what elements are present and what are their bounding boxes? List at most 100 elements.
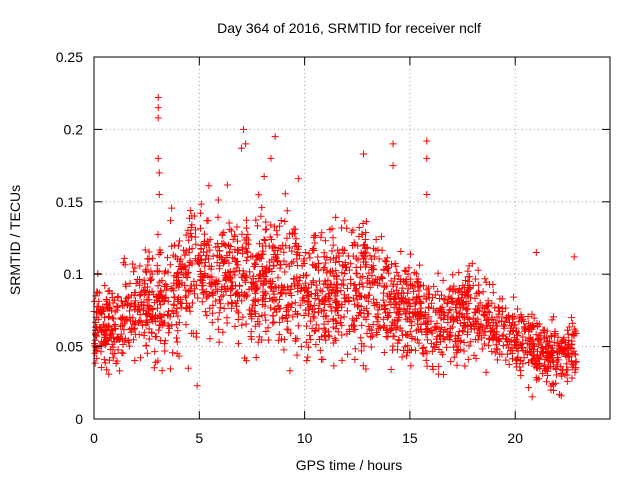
data-point [290,225,298,233]
data-point [242,272,250,280]
data-point [270,223,278,231]
data-point [255,312,263,320]
data-point [277,261,285,269]
data-point [164,268,172,276]
data-point [153,262,161,270]
data-point [284,326,292,334]
data-point [105,334,113,342]
data-point [136,311,144,319]
data-point [188,299,196,307]
data-point [233,302,241,310]
data-point [182,247,190,255]
data-point [264,336,272,344]
data-point [186,286,194,294]
data-point [332,298,340,306]
data-point [416,311,424,319]
data-point [222,273,230,281]
data-point [291,299,299,307]
data-point [170,287,178,295]
data-point [280,248,288,256]
data-point [425,303,433,311]
tick-labels: 0 0.05 0.1 0.15 0.2 0.25 0 5 10 15 20 [56,49,523,446]
data-point [552,364,560,372]
data-point [532,331,540,339]
data-point [359,362,367,370]
data-point [144,283,152,291]
data-point [510,293,518,301]
data-point [465,277,473,285]
data-point [317,355,325,363]
data-point [177,295,185,303]
data-point [278,335,286,343]
data-point [214,196,222,204]
data-point [105,287,113,295]
data-point [226,225,234,233]
data-point [234,248,242,256]
data-point [517,372,525,380]
data-point [375,322,383,330]
data-point [318,287,326,295]
data-point [275,305,283,313]
data-point [331,335,339,343]
data-point [254,222,262,230]
data-point [433,306,441,314]
data-point [320,249,328,257]
data-point [414,283,422,291]
data-point [186,307,194,315]
data-point [175,319,183,327]
data-point [478,334,486,342]
data-point [351,345,359,353]
data-point [441,326,449,334]
data-point [202,288,210,296]
data-point [316,346,324,354]
data-point [453,297,461,305]
data-point [332,336,340,344]
data-point [266,295,274,303]
data-point [93,323,101,331]
data-point [248,315,256,323]
data-point [565,345,573,353]
data-point [251,289,259,297]
data-point [198,298,206,306]
data-point [190,290,198,298]
data-point [319,297,327,305]
data-point [326,226,334,234]
data-point [160,340,168,348]
data-point [243,224,251,232]
data-point [124,336,132,344]
data-point [208,318,216,326]
data-point [199,279,207,287]
data-point [140,276,148,284]
data-point [105,313,113,321]
data-point [383,292,391,300]
data-point [528,310,536,318]
data-point [206,236,214,244]
data-point [213,280,221,288]
data-point [181,293,189,301]
data-point [310,314,318,322]
data-point [317,233,325,241]
data-point [448,323,456,331]
data-point [383,257,391,265]
data-point [119,341,127,349]
data-point [380,349,388,357]
data-point [485,341,493,349]
data-point [131,357,139,365]
data-point [349,226,357,234]
data-point [382,282,390,290]
data-point [213,259,221,267]
data-point [214,287,222,295]
data-point [175,280,183,288]
data-point [177,266,185,274]
data-point [360,306,368,314]
data-point [394,272,402,280]
data-point [234,246,242,254]
data-point [536,332,544,340]
data-point [246,268,254,276]
data-point [188,245,196,253]
data-point [570,347,578,355]
data-point [266,258,274,266]
data-point [481,275,489,283]
data-point [274,274,282,282]
data-point [453,300,461,308]
